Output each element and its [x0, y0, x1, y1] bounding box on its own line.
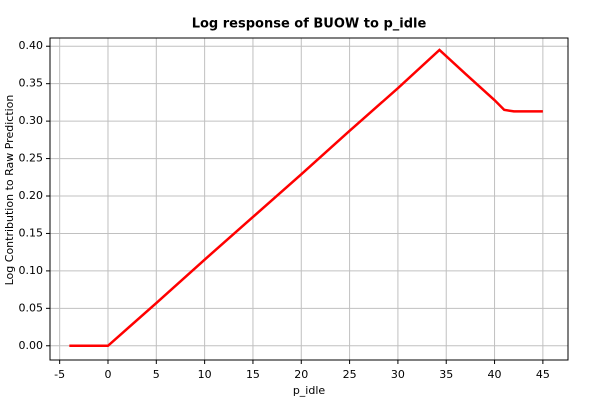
- y-tick-label: 0.05: [19, 301, 44, 314]
- data-line: [69, 48, 543, 348]
- y-tick-label: 0.30: [19, 114, 44, 127]
- x-tick-label: 30: [391, 368, 405, 381]
- chart-title: Log response of BUOW to p_idle: [192, 17, 427, 32]
- x-tick-label: 10: [198, 368, 212, 381]
- y-tick-label: 0.35: [19, 77, 44, 90]
- x-tick-label: 40: [488, 368, 502, 381]
- y-tick-label: 0.15: [19, 226, 44, 239]
- x-tick-label: 35: [439, 368, 453, 381]
- x-tick-label: 15: [246, 368, 260, 381]
- x-tick-label: 5: [153, 368, 160, 381]
- y-tick-label: 0.25: [19, 152, 44, 165]
- x-axis-label: p_idle: [293, 384, 326, 397]
- y-tick-label: 0.40: [19, 39, 44, 52]
- x-tick-label: 25: [343, 368, 357, 381]
- x-tick-label: -5: [54, 368, 65, 381]
- y-tick-label: 0.00: [19, 339, 44, 352]
- y-tick-label: 0.20: [19, 189, 44, 202]
- x-tick-label: 45: [536, 368, 550, 381]
- y-tick-label: 0.10: [19, 264, 44, 277]
- x-tick-label: 20: [294, 368, 308, 381]
- plot-frame: [49, 37, 569, 361]
- y-axis-label: Log Contribution to Raw Prediction: [3, 95, 16, 286]
- x-tick-label: 0: [104, 368, 111, 381]
